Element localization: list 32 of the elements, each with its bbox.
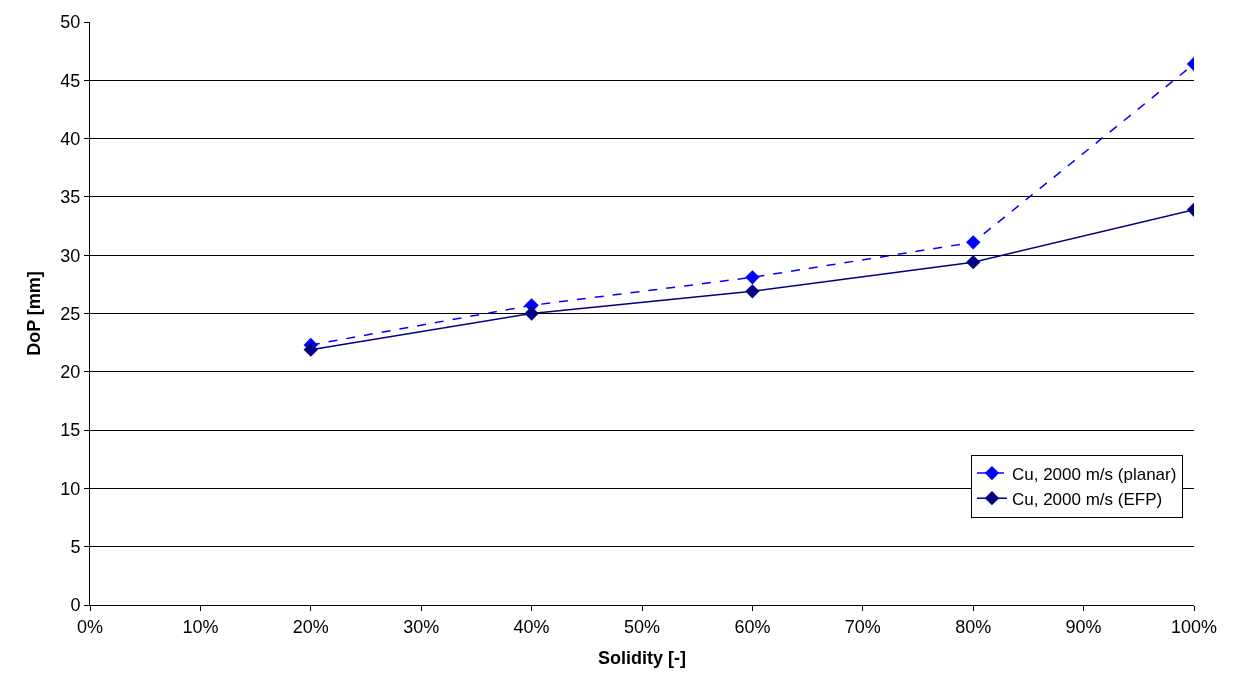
y-tick-label: 40 <box>60 128 81 149</box>
y-tick-label: 20 <box>60 362 81 383</box>
x-tick-label: 80% <box>955 616 992 637</box>
x-axis-title: Solidity [-] <box>598 647 686 668</box>
y-tick-label: 25 <box>60 303 81 324</box>
y-axis-title: DoP [mm] <box>23 271 44 356</box>
point <box>745 270 760 285</box>
y-tick-label: 45 <box>60 70 81 91</box>
y-tick-label: 35 <box>60 187 81 208</box>
point <box>966 235 981 250</box>
y-tick-label: 5 <box>70 537 81 557</box>
x-tick-label: 50% <box>623 616 661 637</box>
x-tick-label: 70% <box>844 616 881 637</box>
x-tick-label: 60% <box>734 616 771 637</box>
y-tick-label: 30 <box>60 245 81 266</box>
y-tick-label: 50 <box>60 12 81 33</box>
point <box>966 255 981 270</box>
x-tick-label: 30% <box>403 616 440 637</box>
y-tick-label: 15 <box>60 420 81 441</box>
y-tick-label: 0 <box>70 595 81 616</box>
legend-label: Cu, 2000 m/s (planar) <box>1011 464 1177 484</box>
x-tick-label: 0% <box>76 616 104 637</box>
point <box>745 284 760 299</box>
legend-label: Cu, 2000 m/s (EFP) <box>1011 489 1163 509</box>
x-tick-label: 100% <box>1170 616 1218 637</box>
x-tick-label: 20% <box>292 616 329 637</box>
y-tick-label: 10 <box>60 478 81 499</box>
x-tick-label: 90% <box>1065 616 1102 637</box>
x-tick-label: 10% <box>182 616 219 637</box>
point <box>524 306 539 321</box>
x-tick-label: 40% <box>513 616 550 637</box>
point <box>303 342 318 357</box>
